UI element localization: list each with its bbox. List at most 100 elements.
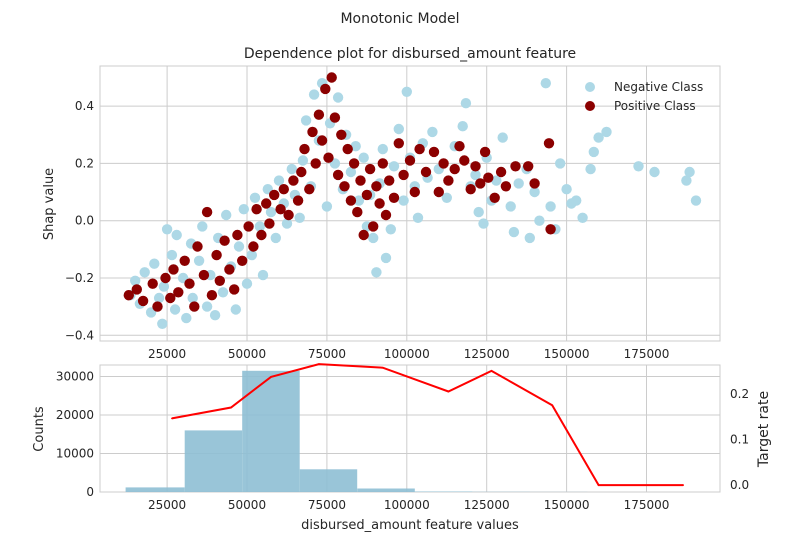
negative-class-point (300, 115, 312, 126)
negative-class-point (230, 304, 241, 315)
positive-class-point (459, 155, 470, 166)
positive-class-point (428, 146, 440, 158)
positive-class-point (326, 72, 337, 83)
x-tick-label: 150000 (544, 347, 590, 361)
target-rate-point (318, 363, 320, 365)
histogram-x-ticks: 25000 50000 75000 100000 125000 150000 175000 (148, 498, 669, 512)
negative-class-point (577, 212, 588, 223)
positive-class-point (310, 158, 321, 169)
positive-class-point (529, 178, 540, 189)
positive-class-point (237, 255, 248, 266)
positive-class-point (299, 143, 310, 155)
negative-class-point (441, 192, 452, 203)
x-tick-label: 75000 (308, 498, 346, 512)
positive-class-point (388, 192, 400, 203)
positive-class-point (332, 169, 344, 181)
x-tick-label: 25000 (148, 347, 186, 361)
y-tick-label: 10000 (56, 447, 94, 461)
histogram-bar (357, 488, 415, 492)
negative-class-point (491, 175, 502, 186)
negative-class-point (254, 221, 265, 232)
negative-class-point (241, 278, 253, 289)
negative-class-point (353, 195, 365, 206)
positive-class-point (137, 295, 149, 307)
target-rate-line (171, 363, 684, 487)
y-tick-label: 0.2 (75, 156, 94, 170)
negative-class-point (157, 318, 168, 329)
negative-class-point (585, 163, 596, 175)
positive-class-point (489, 192, 500, 203)
positive-class-point (368, 221, 379, 232)
positive-class-point (384, 175, 395, 186)
negative-class-point (169, 304, 181, 315)
positive-class-point (261, 198, 272, 209)
legend-label-negative-class: Negative Class (614, 80, 703, 94)
negative-class-point (385, 224, 396, 235)
negative-class-point (193, 255, 205, 266)
positive-class-point (201, 206, 213, 218)
positive-class-point (465, 184, 476, 195)
negative-class-point (505, 201, 516, 212)
positive-class-point (131, 284, 142, 295)
histogram-bar (125, 487, 185, 492)
positive-class-point (342, 143, 353, 155)
negative-class-point (265, 206, 277, 218)
positive-class-point (345, 195, 357, 206)
negative-class-point (139, 267, 150, 278)
positive-class-point (323, 152, 334, 163)
positive-class-point (269, 189, 280, 201)
positive-class-point (500, 181, 512, 192)
positive-class-point (229, 284, 240, 295)
positive-class-point (192, 241, 203, 252)
negative-class-point (460, 98, 472, 109)
positive-class-point (364, 163, 376, 175)
negative-class-point (457, 121, 468, 132)
positive-class-point (304, 184, 315, 195)
positive-class-point (398, 169, 409, 181)
positive-class-point (123, 290, 134, 301)
positive-class-point (275, 204, 286, 215)
target-rate-tick-label: 0.2 (730, 387, 749, 401)
positive-class-point (470, 161, 481, 172)
negative-class-point (633, 161, 644, 172)
x-tick-label: 150000 (544, 498, 590, 512)
negative-class-point (371, 267, 382, 278)
positive-class-point (184, 278, 195, 289)
x-tick-label: 75000 (308, 347, 346, 361)
target-rate-point (551, 404, 553, 407)
positive-class-point (152, 301, 163, 312)
histogram-bar (242, 370, 300, 492)
positive-class-point (510, 161, 521, 172)
positive-class-point (355, 175, 366, 186)
positive-class-point (283, 209, 294, 221)
shap-value-axis-label: Shap value (42, 168, 57, 240)
target-rate-points (171, 363, 684, 486)
legend-marker-negative-class (585, 82, 595, 92)
negative-class-point (217, 287, 229, 298)
positive-class-point (339, 181, 350, 192)
negative-class-point (684, 166, 695, 178)
negative-class-point (294, 212, 305, 223)
negative-class-point (273, 175, 285, 186)
figure-suptitle: Monotonic Model (340, 11, 459, 27)
target-rate-tick-label: 0.0 (730, 478, 749, 492)
positive-class-point (251, 204, 262, 215)
positive-class-point (264, 218, 275, 229)
positive-class-point (371, 181, 382, 192)
x-tick-label: 100000 (384, 498, 430, 512)
positive-class-point (543, 138, 555, 149)
negative-class-point (249, 192, 261, 203)
target-rate-axis-label: Target rate (756, 391, 772, 468)
positive-class-point (433, 186, 444, 198)
negative-class-point (555, 158, 566, 169)
negative-class-point (158, 281, 170, 292)
target-rate-ticks: 0.0 0.1 0.2 (730, 387, 749, 492)
negative-class-point (238, 204, 249, 215)
legend-label-positive-class: Positive Class (614, 99, 696, 113)
y-tick-label: 0 (86, 485, 94, 499)
positive-class-point (479, 146, 491, 158)
dependence-plot-title: Dependence plot for disbursed_amount fea… (244, 46, 576, 62)
positive-class-point (393, 138, 404, 149)
negative-class-point (649, 166, 660, 178)
negative-class-point (332, 92, 344, 103)
